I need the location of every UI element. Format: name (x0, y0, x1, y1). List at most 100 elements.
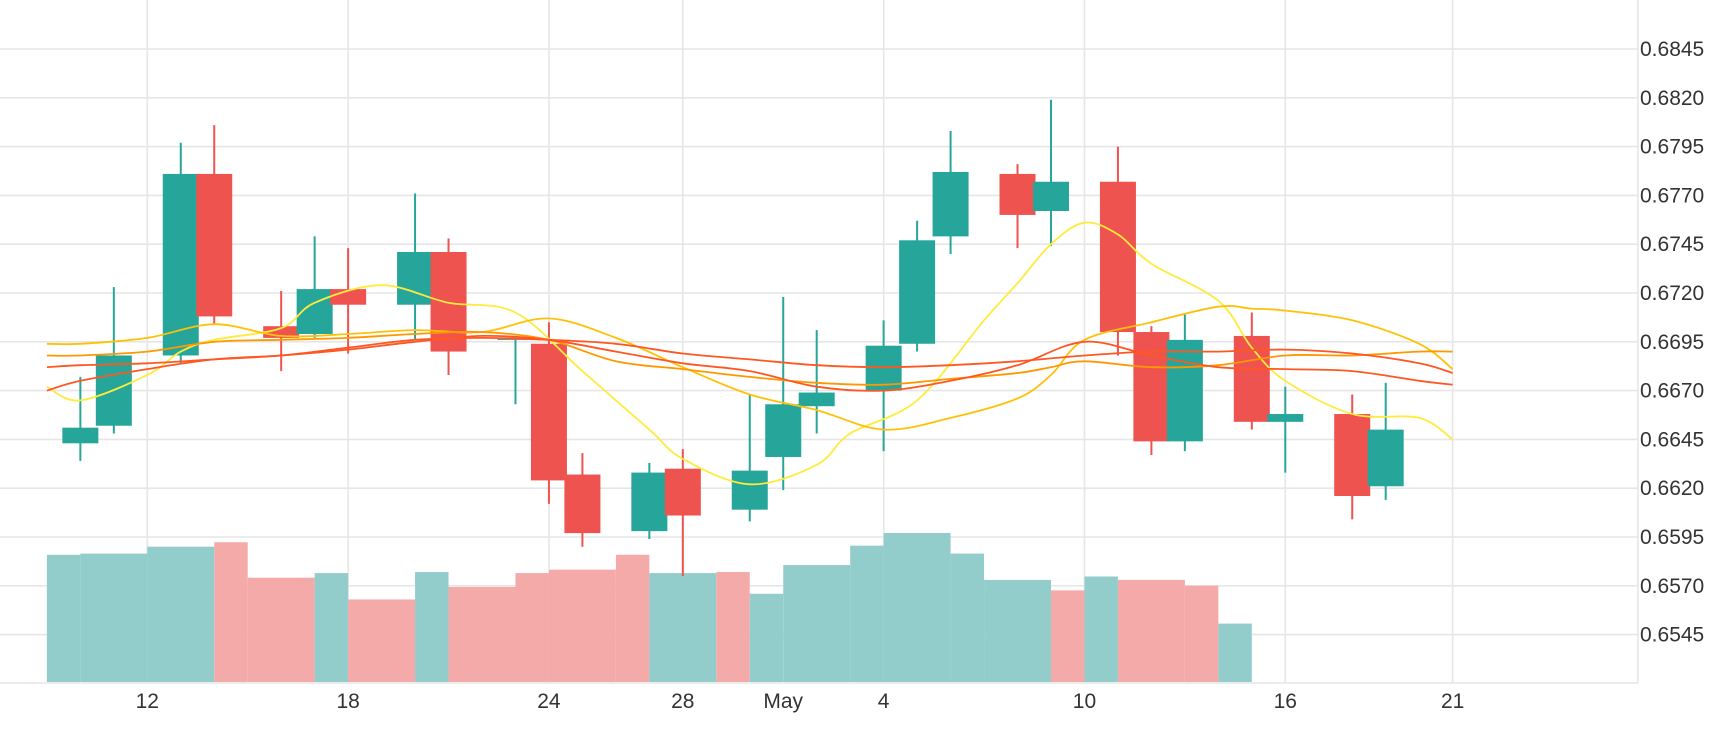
candle-down (1334, 394, 1371, 520)
candle-up (497, 337, 534, 405)
volume-bars (46, 533, 1252, 682)
candle-up (1032, 99, 1069, 247)
candle-up (899, 220, 936, 352)
x-tick-label: 18 (336, 690, 359, 713)
y-tick-label: 0.6745 (1640, 233, 1704, 256)
y-tick-label: 0.6595 (1640, 526, 1704, 549)
x-tick-label: 4 (878, 690, 890, 713)
candle-up (296, 236, 333, 338)
moving-average-line-3 (46, 330, 1453, 386)
x-tick-label: 24 (537, 690, 561, 713)
candle-body (1367, 429, 1404, 487)
candle-body (430, 252, 467, 352)
candle-body (530, 343, 567, 481)
candle-body (865, 345, 902, 391)
candle-body (798, 392, 835, 407)
x-tick-label: 10 (1073, 690, 1096, 713)
moving-average-lines (46, 221, 1454, 486)
volume-bar (850, 545, 884, 682)
y-tick-label: 0.6845 (1640, 38, 1704, 61)
candle-down (530, 322, 567, 504)
x-tick-label: 16 (1274, 690, 1297, 713)
candle-up (932, 130, 969, 254)
candle-up (162, 142, 199, 364)
moving-average-line-5 (46, 336, 1453, 374)
x-tick-label: 21 (1441, 690, 1464, 713)
candle-up (95, 287, 132, 434)
volume-bar (716, 572, 750, 682)
candle-down (999, 164, 1036, 249)
y-tick-label: 0.6820 (1640, 87, 1704, 110)
y-tick-label: 0.6570 (1640, 575, 1704, 598)
candle-up (1367, 382, 1404, 500)
x-tick-label: May (763, 690, 803, 713)
candle-up (798, 330, 835, 434)
candle-up (731, 394, 768, 522)
volume-bar (247, 577, 315, 682)
candle-up (765, 296, 802, 491)
y-tick-label: 0.6770 (1640, 184, 1704, 207)
volume-bar (415, 572, 449, 682)
candle-body (631, 472, 668, 532)
volume-bar (448, 586, 516, 682)
volume-bar (749, 593, 784, 682)
candle-body (162, 173, 199, 356)
candle-body (731, 470, 768, 510)
candle-down (564, 453, 601, 547)
candle-up (1166, 314, 1203, 452)
candle-down (1099, 146, 1136, 356)
candle-body (1166, 339, 1203, 442)
volume-bar (984, 579, 1051, 682)
candle-down (263, 291, 300, 372)
volume-bar (950, 553, 985, 682)
x-tick-label: 12 (136, 690, 159, 713)
candle-body (564, 474, 601, 534)
candle-body (932, 171, 969, 237)
volume-bar (46, 554, 81, 682)
candle-body (62, 427, 99, 444)
volume-bar (147, 546, 215, 682)
candle-up (397, 193, 434, 340)
candle-up (62, 376, 99, 461)
y-tick-label: 0.6545 (1640, 624, 1704, 647)
candle-body (1334, 414, 1371, 497)
candle-down (1233, 312, 1270, 430)
volume-bar (548, 569, 616, 682)
volume-bar (1218, 623, 1252, 682)
volume-bar (649, 573, 717, 682)
y-tick-label: 0.6720 (1640, 282, 1704, 305)
volume-bar (314, 573, 349, 682)
y-tick-label: 0.6795 (1640, 136, 1704, 159)
volume-bar (80, 553, 148, 682)
y-tick-label: 0.6670 (1640, 380, 1704, 403)
volume-bar (1050, 590, 1085, 682)
candle-body (664, 468, 701, 516)
candle-down (664, 449, 701, 577)
moving-average-line-1 (46, 221, 1454, 486)
y-axis: 0.6845 0.6820 0.6795 0.6770 0.6745 0.6720 0.66… (1640, 38, 1704, 647)
moving-average-line-2 (46, 305, 1454, 431)
candles (62, 99, 1404, 577)
candle-body (1099, 181, 1136, 333)
candle-down (1133, 326, 1170, 456)
x-axis: 12 18 24 28 May 4 10 16 21 (136, 690, 1465, 713)
x-tick-label: 28 (671, 690, 694, 713)
candle-body (1267, 414, 1304, 422)
candle-down (430, 238, 467, 375)
y-tick-label: 0.6645 (1640, 428, 1704, 451)
candle-body (263, 326, 300, 338)
candle-body (765, 404, 802, 457)
candle-body (1032, 181, 1069, 212)
candle-body (1133, 332, 1170, 442)
volume-bar (515, 573, 549, 682)
candle-down (196, 125, 233, 325)
volume-bar (883, 533, 951, 682)
volume-bar (783, 565, 851, 682)
volume-bar (214, 542, 248, 682)
candle-up (1267, 386, 1304, 473)
candle-body (999, 173, 1036, 215)
volume-bar (1117, 579, 1185, 682)
volume-bar (348, 599, 416, 682)
